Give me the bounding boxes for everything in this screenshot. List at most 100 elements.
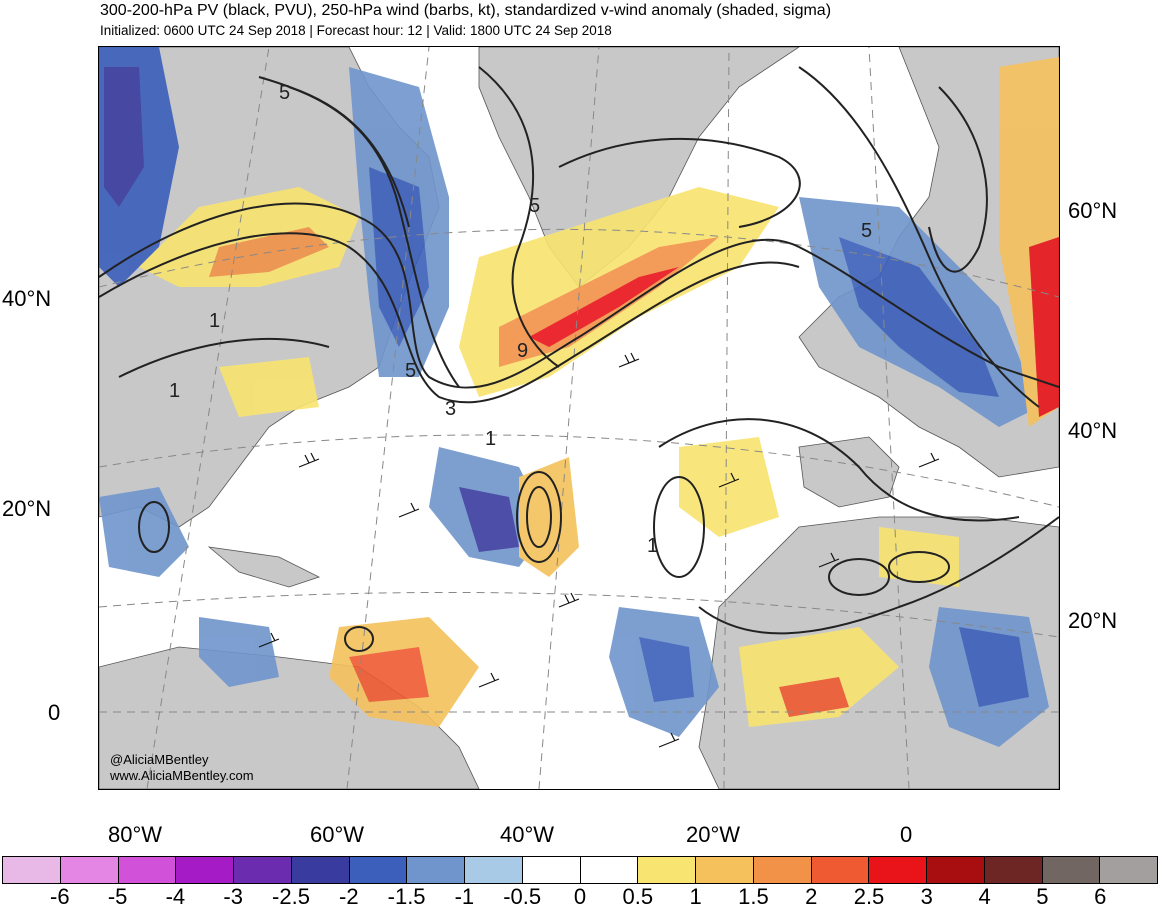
pv-contour: [828, 558, 890, 596]
graticule-line: [99, 434, 1059, 508]
anomaly-positive: [529, 267, 679, 347]
contour-label: 5: [529, 195, 540, 217]
anomaly-negative: [639, 637, 694, 702]
colorbar-tick-label: 6: [1094, 884, 1107, 909]
lat-label-right: 20°N: [1068, 608, 1118, 633]
colorbar-cell: [291, 857, 350, 883]
lat-label-left: 0: [48, 700, 61, 725]
colorbar-cell: [522, 857, 581, 883]
pv-contour: [99, 232, 800, 404]
colorbar-cell: [349, 857, 408, 883]
anomaly-negative: [104, 67, 144, 207]
anomaly-positive: [219, 357, 319, 417]
pv-contour: [558, 137, 801, 228]
anomaly-negative: [459, 487, 519, 552]
anomaly-positive: [739, 627, 899, 727]
contour-label: 3: [445, 398, 456, 420]
anomaly-positive: [779, 677, 849, 717]
pv-contour: [698, 516, 1059, 635]
colorbar-tick-label: -0.5: [503, 884, 542, 909]
landmass-iberia: [798, 436, 900, 508]
anomaly-negative: [839, 237, 999, 397]
graticule-line: [346, 47, 430, 789]
contour-label: 1: [647, 535, 658, 557]
anomaly-negative: [959, 627, 1029, 707]
anomaly-positive: [679, 437, 779, 537]
colorbar-cell: [696, 857, 754, 883]
wind-barb: [258, 632, 280, 648]
colorbar-cell: [580, 857, 639, 883]
lon-label: 0: [900, 822, 913, 847]
colorbar-tick-label: 2: [805, 884, 818, 909]
wind-barb: [398, 502, 420, 518]
contour-label: 1: [209, 310, 220, 332]
colorbar-tick-label: 0: [573, 884, 587, 909]
colorbar-cell: [465, 857, 523, 883]
colorbar-cell: [3, 857, 61, 883]
map-panel: 5 5 5 5 1 1 1 9 3 1: [98, 46, 1060, 790]
lon-label: 60°W: [310, 822, 365, 847]
colorbar-tick-label: -5: [107, 884, 128, 909]
credit-site: www.AliciaMBentley.com: [110, 768, 254, 783]
colorbar-tick-label: -4: [165, 884, 186, 909]
contour-label: 5: [861, 220, 872, 242]
wind-barb: [818, 552, 840, 568]
anomaly-positive: [519, 457, 579, 577]
colorbar-tick-label: 5: [1036, 884, 1049, 909]
anomaly-negative: [199, 617, 279, 687]
graticule-line: [538, 47, 600, 789]
contour-label-group: 5 5 5 5 1 1 1 9 3 1: [169, 82, 872, 557]
colorbar: [2, 856, 1158, 884]
lat-label-right: 60°N: [1068, 198, 1118, 223]
graticule-line: [868, 47, 910, 789]
colorbar-cell: [234, 857, 292, 883]
colorbar-tick-label: 1.5: [738, 884, 769, 909]
figure-title: 300-200-hPa PV (black, PVU), 250-hPa win…: [100, 2, 832, 19]
contour-label: 1: [169, 380, 180, 402]
anomaly-positive: [1029, 237, 1059, 417]
anomaly-negative: [99, 487, 189, 577]
lat-label-left: 20°N: [2, 496, 52, 521]
colorbar-tick-label: -2.5: [272, 884, 310, 909]
colorbar-tick-label: -2: [339, 884, 359, 909]
colorbar-cell: [118, 857, 177, 883]
wind-barb: [918, 452, 940, 468]
anomaly-positive: [349, 647, 429, 702]
pv-contour: [526, 486, 552, 548]
colorbar-cell: [1042, 857, 1101, 883]
colorbar-tick-label: -1: [454, 884, 475, 909]
pv-contour: [653, 476, 705, 578]
colorbar-cell: [869, 857, 927, 883]
colorbar-cell: [753, 857, 812, 883]
lon-label: 80°W: [108, 822, 163, 847]
colorbar-tick-label: 2.5: [853, 884, 885, 909]
pv-contour: [478, 66, 560, 368]
credit-handle: @AliciaMBentley: [110, 752, 209, 767]
pv-contour: [516, 471, 562, 563]
colorbar-tick-label: 3: [920, 884, 933, 909]
lon-label: 40°W: [500, 822, 555, 847]
colorbar-cell: [176, 857, 234, 883]
contour-label: 9: [517, 340, 528, 362]
colorbar-cell: [60, 857, 119, 883]
pv-contour: [288, 86, 410, 228]
colorbar-cell: [1100, 857, 1157, 883]
colorbar-tick-label: 1: [689, 884, 702, 909]
wind-barb: [718, 472, 740, 488]
wind-barb: [298, 452, 320, 468]
colorbar-cell: [638, 857, 696, 883]
graticule: [99, 47, 1059, 789]
lon-label: 20°W: [686, 822, 741, 847]
anomaly-shading: [99, 47, 1059, 747]
colorbar-tick-label: 0.5: [622, 884, 654, 909]
contour-label: 1: [485, 428, 496, 450]
colorbar-tick-label: -3: [223, 884, 243, 909]
lat-label-left: 40°N: [2, 286, 52, 311]
landmass-caribbean: [207, 546, 321, 588]
colorbar-cell: [984, 857, 1043, 883]
contour-label: 5: [279, 82, 290, 104]
pv-contour: [344, 626, 374, 652]
wind-barb: [558, 592, 580, 608]
pv-contours: [99, 66, 1059, 652]
graticule-line: [723, 47, 730, 789]
